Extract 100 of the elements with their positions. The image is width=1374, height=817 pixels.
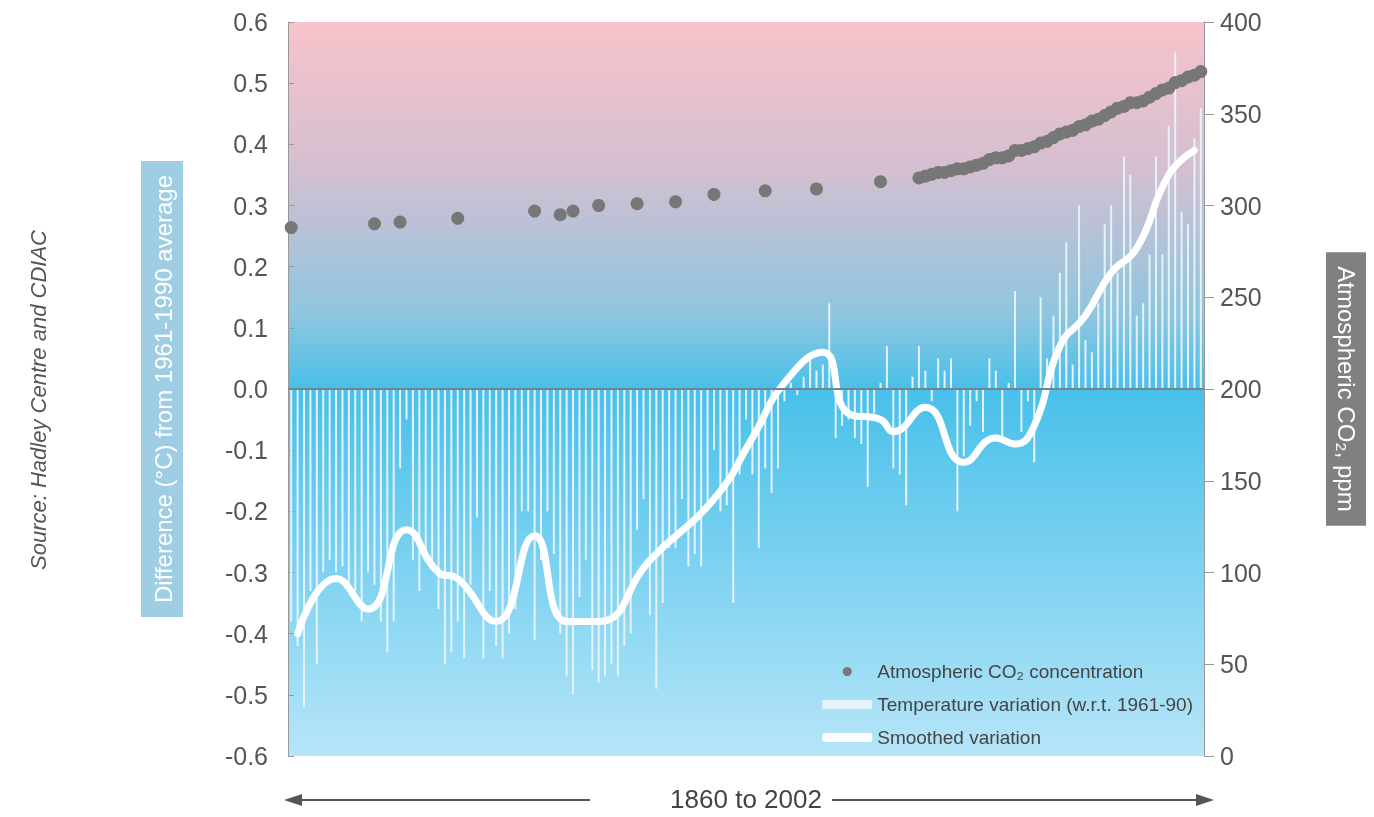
bar: [655, 389, 658, 689]
bar: [559, 389, 562, 634]
bar: [616, 389, 619, 677]
bar: [1180, 211, 1183, 389]
bar: [360, 389, 363, 622]
bar: [482, 389, 485, 659]
bar: [463, 389, 466, 659]
bar: [456, 389, 459, 622]
bar: [623, 389, 626, 646]
bar: [450, 389, 453, 653]
bar: [1193, 138, 1196, 389]
bar: [1039, 297, 1042, 389]
bar: [905, 389, 908, 506]
bar: [507, 389, 510, 634]
y2-tick-label: 250: [1220, 283, 1262, 312]
bar: [911, 376, 914, 389]
bar: [885, 346, 888, 389]
y-tick-label: -0.6: [224, 742, 268, 770]
bar: [296, 389, 299, 646]
bar: [949, 358, 952, 389]
y2-tick-label: 200: [1220, 375, 1262, 403]
bar: [815, 370, 818, 389]
bar: [700, 389, 703, 567]
bar: [943, 370, 946, 389]
bar: [757, 389, 760, 549]
point: [284, 221, 298, 235]
bar: [1014, 291, 1017, 389]
bar: [1129, 174, 1132, 389]
bar: [994, 370, 997, 389]
bar: [1148, 254, 1151, 389]
bar: [687, 389, 690, 567]
legend-label: Smoothed variation: [877, 727, 1041, 748]
bar: [1071, 364, 1074, 389]
y-tick-label: 0.3: [233, 191, 268, 220]
bar: [969, 389, 972, 426]
point: [707, 187, 721, 201]
point: [528, 204, 542, 218]
bar: [552, 389, 555, 555]
point: [758, 184, 772, 198]
bar: [706, 389, 709, 512]
bar: [668, 389, 671, 549]
y-tick-label: -0.2: [224, 497, 268, 526]
bar: [392, 389, 395, 622]
y-tick-label: 0.4: [233, 130, 269, 159]
y-tick-label: -0.4: [224, 619, 269, 648]
bar: [1154, 156, 1157, 389]
bar: [443, 389, 446, 665]
legend-label: Atmospheric CO₂ concentration: [877, 661, 1144, 682]
bar: [379, 389, 382, 622]
bar: [367, 389, 370, 573]
bar: [354, 389, 357, 591]
bar: [1097, 303, 1100, 389]
bar: [1161, 254, 1164, 389]
bar: [982, 389, 985, 432]
bar: [1110, 205, 1113, 389]
legend-label: Temperature variation (w.r.t. 1961-90): [877, 694, 1193, 715]
bar: [475, 389, 478, 518]
bar: [290, 389, 293, 622]
bar: [1174, 52, 1177, 389]
bar: [1167, 125, 1170, 389]
y-tick-label: -0.3: [224, 558, 268, 587]
y-tick-label: -0.1: [224, 436, 268, 465]
bar: [584, 389, 587, 561]
bar: [937, 358, 940, 389]
bar: [520, 389, 523, 512]
bar: [604, 389, 607, 677]
bar: [866, 389, 869, 487]
y2-tick-label: 300: [1220, 191, 1262, 220]
bar: [1078, 205, 1081, 389]
bar: [802, 376, 805, 389]
bar: [1090, 352, 1093, 389]
bar: [578, 389, 581, 597]
bar: [917, 346, 920, 389]
bar: [437, 389, 440, 610]
point: [809, 182, 823, 196]
bar: [648, 389, 651, 616]
bar: [629, 389, 632, 634]
bar: [1020, 389, 1023, 432]
bar: [347, 389, 350, 585]
bar: [988, 358, 991, 389]
point: [553, 208, 567, 222]
bar: [1135, 315, 1138, 389]
bar: [1084, 340, 1087, 389]
bar: [322, 389, 325, 573]
y-axis-title: Difference (°C) from 1961-1990 average: [149, 174, 177, 604]
bar: [680, 389, 683, 500]
bar: [745, 389, 747, 420]
bar: [495, 389, 498, 646]
bar: [1199, 107, 1202, 389]
bar: [335, 389, 338, 573]
y-tick-label: 0.6: [233, 8, 268, 36]
bar: [642, 389, 645, 500]
y2-tick-label: 350: [1220, 99, 1262, 128]
bar: [1116, 272, 1119, 389]
bar: [431, 389, 434, 561]
bar: [488, 389, 491, 591]
bar: [533, 389, 536, 640]
bar: [309, 389, 312, 591]
y2-tick-label: 400: [1220, 8, 1262, 36]
bar: [661, 389, 664, 604]
